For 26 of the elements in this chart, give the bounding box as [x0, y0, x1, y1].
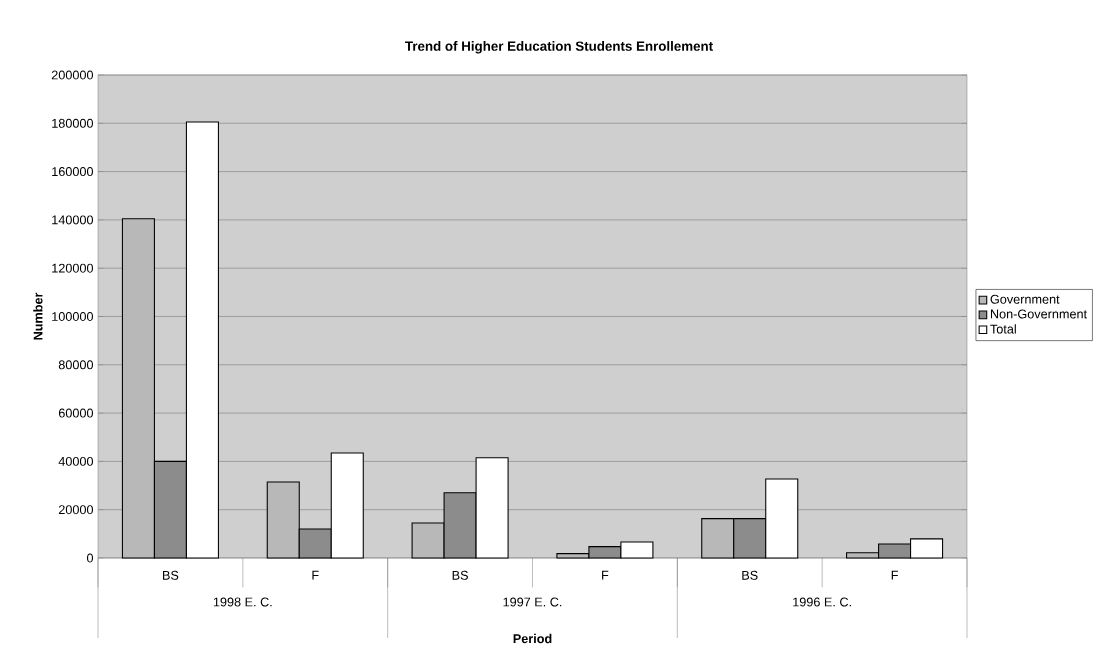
y-tick-label: 160000	[52, 167, 94, 177]
x-tick-label: BS	[742, 570, 758, 580]
y-tick-label: 200000	[51, 70, 94, 80]
text: 1998 E. C.	[213, 597, 272, 607]
x-axis-title: Period	[513, 633, 552, 644]
x-tick-label: BS	[452, 570, 468, 580]
legend-label: Total	[990, 324, 1016, 334]
y-tick-label: 20000	[58, 505, 94, 515]
y-tick-label: 40000	[58, 456, 94, 466]
x-tick-label: F	[891, 570, 898, 580]
y-tick-label: 0	[86, 553, 94, 563]
chart-title: Trend of Higher Education Students Enrollement	[405, 41, 713, 54]
y-tick-label: 80000	[58, 360, 94, 370]
y-axis-title: Number	[33, 292, 43, 340]
text: 1997 E. C.	[503, 597, 562, 607]
y-tick-label: 60000	[58, 408, 94, 418]
legend-label: Non-Government	[990, 309, 1087, 319]
x-tick-label: F	[312, 570, 319, 580]
text: 1996 E. C.	[793, 597, 851, 607]
y-tick-label: 140000	[52, 215, 94, 225]
x-tick-label: F	[602, 570, 609, 580]
y-tick-label: 180000	[52, 118, 94, 128]
legend-label: Government	[990, 294, 1060, 304]
x-tick-label: BS	[163, 570, 179, 580]
y-tick-label: 120000	[52, 263, 94, 273]
y-tick-label: 100000	[52, 312, 94, 321]
